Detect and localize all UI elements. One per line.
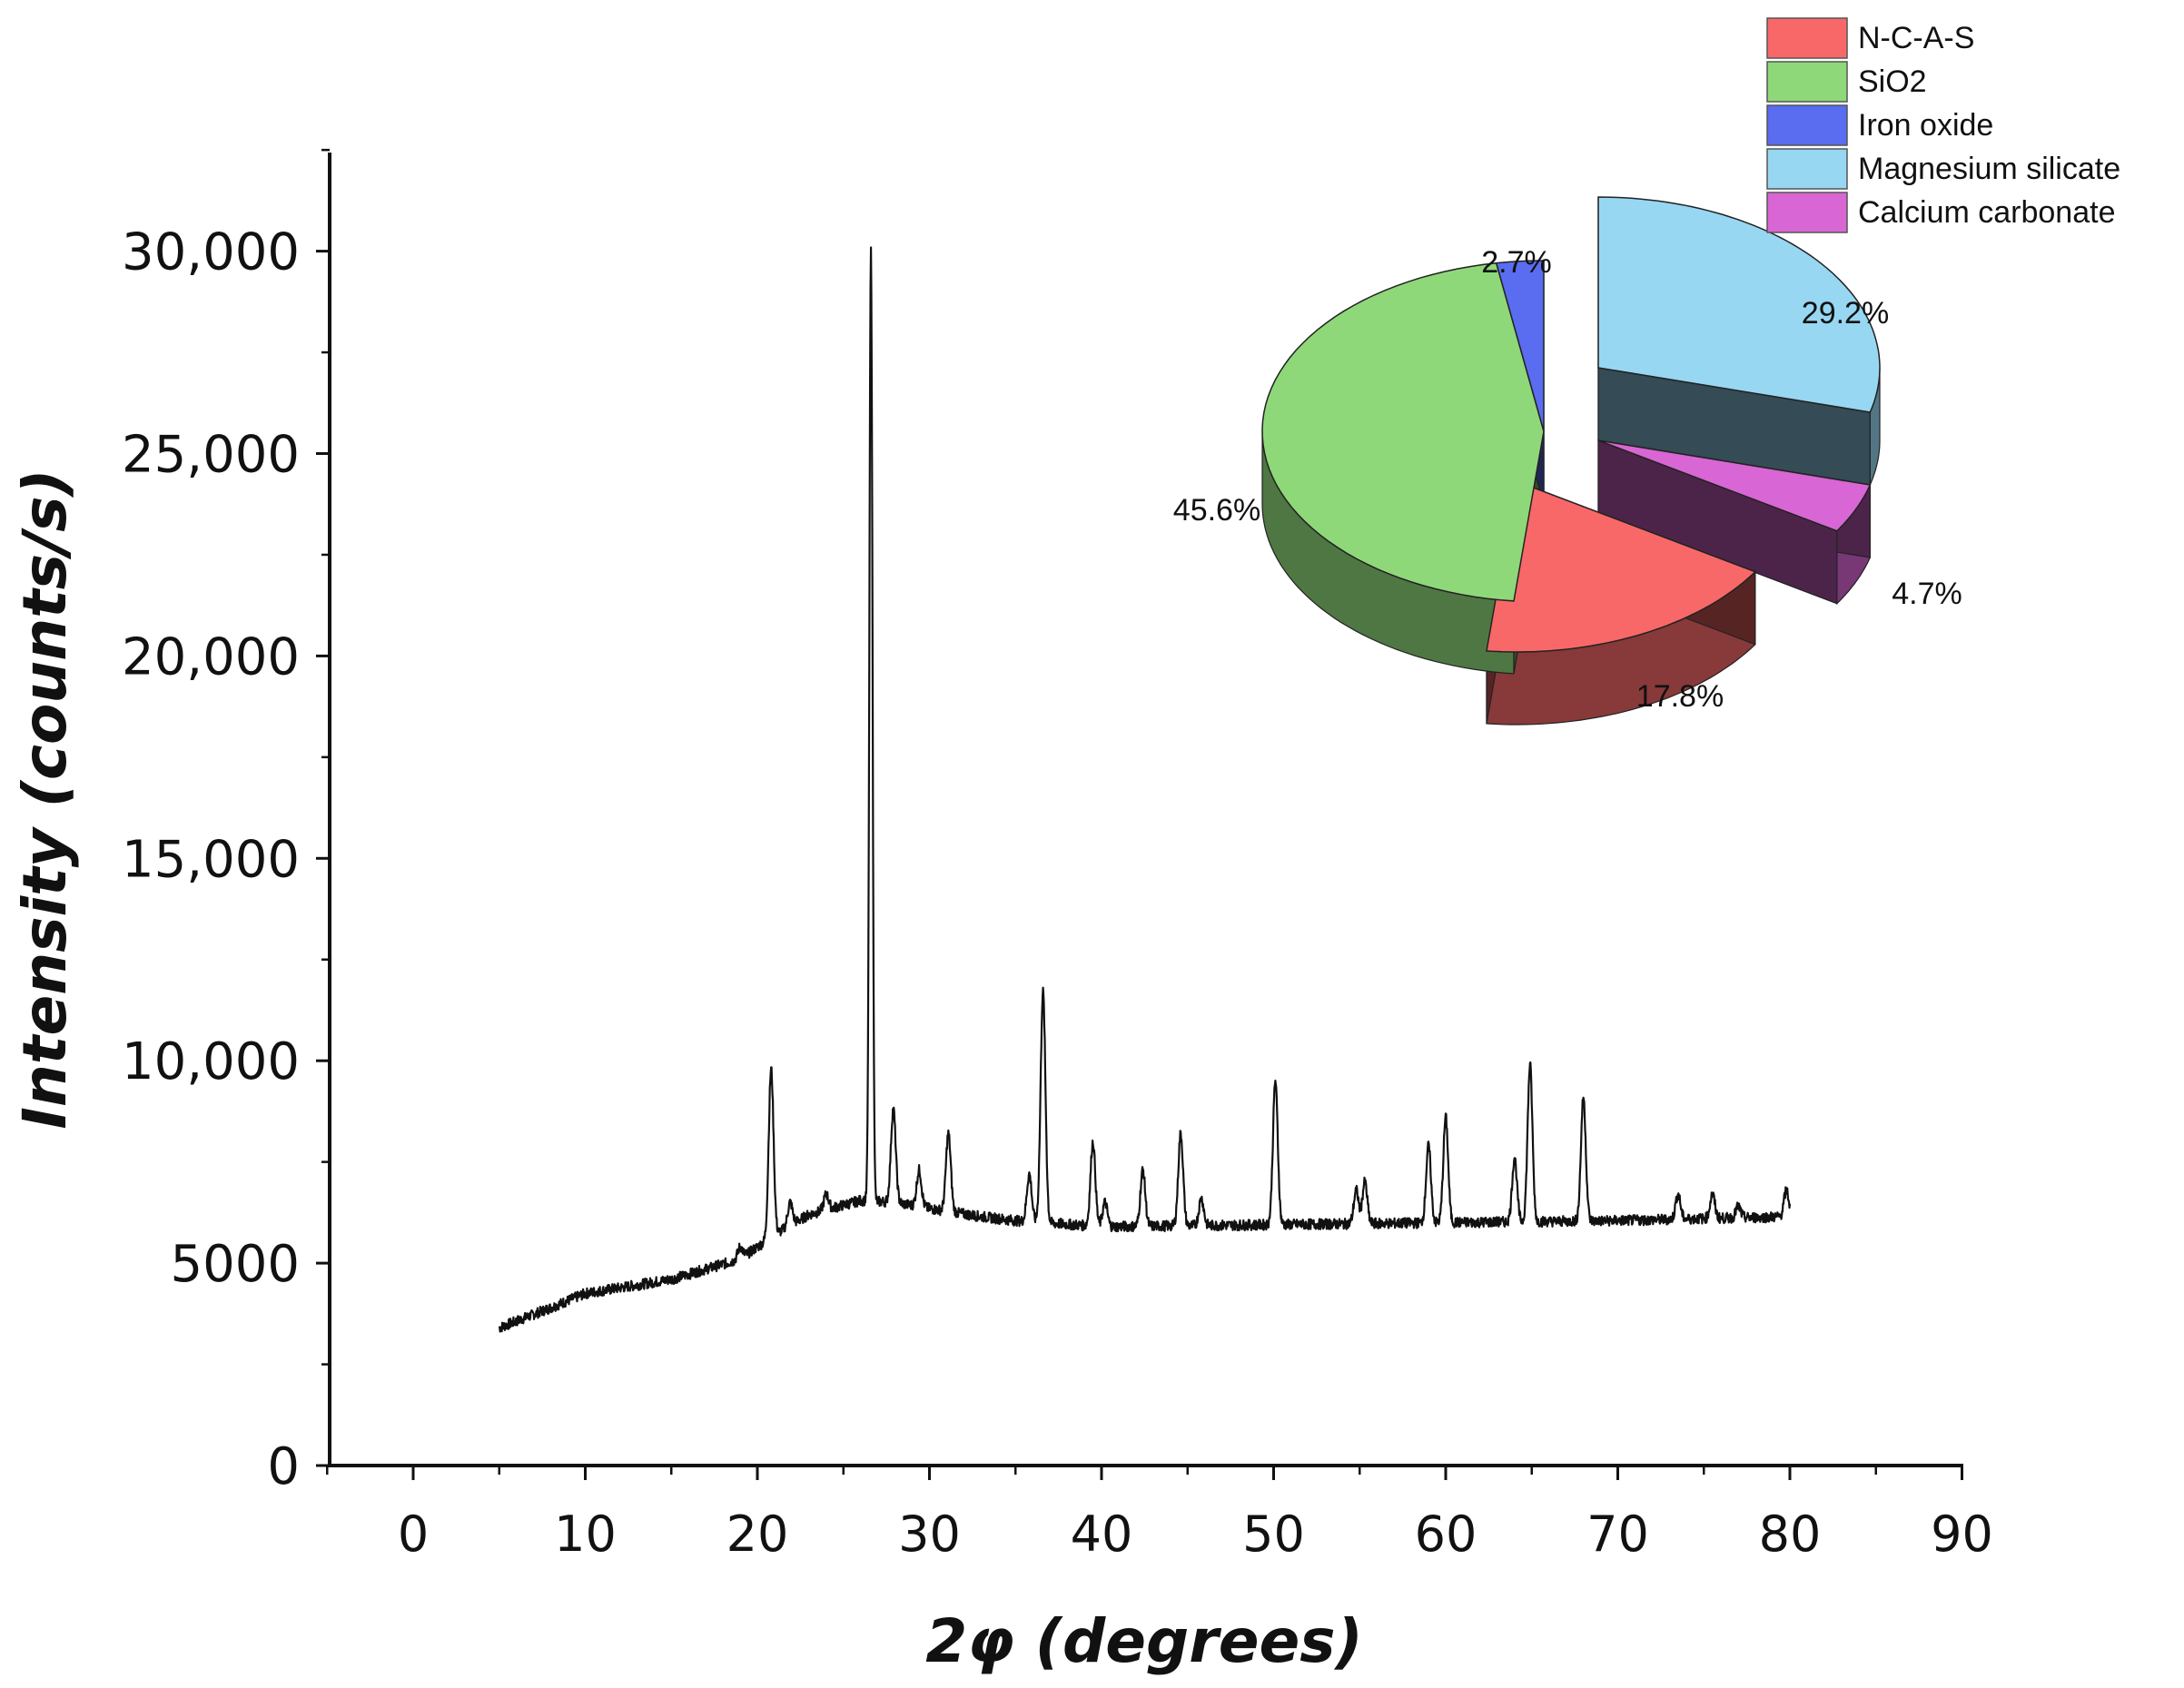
x-tick-label: 50 <box>1242 1505 1305 1563</box>
x-axis-title: 2φ (degrees) <box>925 1606 1362 1676</box>
y-tick-label: 0 <box>267 1437 300 1496</box>
legend-swatch <box>1766 148 1848 190</box>
legend-swatch <box>1766 192 1848 233</box>
x-tick-label: 10 <box>554 1505 617 1563</box>
pie-slice-magnesium-silicate <box>1597 196 1881 413</box>
y-tick-label: 15,000 <box>122 830 300 889</box>
pie-slice-sio2 <box>1261 262 1545 602</box>
pie-value-label: 4.7% <box>1892 577 1962 611</box>
pie-legend: N-C-A-S SiO2 Iron oxide Magnesium silicate C… <box>1766 17 2120 233</box>
x-tick-label: 40 <box>1071 1505 1133 1563</box>
x-tick-label: 60 <box>1415 1505 1477 1563</box>
xrd-series-line <box>498 246 1792 1333</box>
pie-slice-calcium-carbonate <box>1597 439 1872 532</box>
x-tick-label: 70 <box>1586 1505 1649 1563</box>
legend-label: Magnesium silicate <box>1858 152 2120 186</box>
x-tick-label: 0 <box>398 1505 429 1563</box>
y-tick-label: 25,000 <box>122 426 300 485</box>
legend-swatch <box>1766 17 1848 59</box>
legend-label: Calcium carbonate <box>1858 195 2115 230</box>
legend-label: Iron oxide <box>1858 108 1993 143</box>
y-tick-label: 30,000 <box>122 223 300 282</box>
pie-slice-n-c-a-s <box>1486 479 1757 653</box>
pie-chart <box>1261 196 1881 726</box>
x-ticks: 0 10 20 30 40 50 60 70 80 90 <box>326 1466 1993 1563</box>
legend-label: N-C-A-S <box>1858 21 1974 55</box>
y-tick-label: 5000 <box>170 1235 300 1294</box>
x-tick-label: 30 <box>898 1505 961 1563</box>
y-axis-title: Intensity (counts/s) <box>10 469 80 1129</box>
pie-value-label: 2.7% <box>1481 245 1552 280</box>
pie-value-label: 17.8% <box>1636 679 1724 714</box>
pie-value-label: 29.2% <box>1802 296 1889 331</box>
x-tick-label: 20 <box>726 1505 789 1563</box>
x-tick-label: 90 <box>1931 1505 1993 1563</box>
pie-value-labels: 17.8% 45.6% 2.7% 29.2% 4.7% <box>1173 245 1962 714</box>
legend-label: SiO2 <box>1858 64 1927 99</box>
x-tick-label: 80 <box>1759 1505 1822 1563</box>
y-ticks: 0 5000 10,000 15,000 20,000 25,000 30,000 <box>122 148 330 1496</box>
pie-value-label: 45.6% <box>1173 493 1260 528</box>
legend-swatch <box>1766 104 1848 146</box>
y-tick-label: 20,000 <box>122 627 300 686</box>
xrd-axes: 0 10 20 30 40 50 60 70 80 90 0 5000 10,000 15,000 20,… <box>122 148 1993 1563</box>
legend-swatch <box>1766 61 1848 103</box>
y-tick-label: 10,000 <box>122 1032 300 1091</box>
pie-slice-iron-oxide <box>1495 260 1545 432</box>
